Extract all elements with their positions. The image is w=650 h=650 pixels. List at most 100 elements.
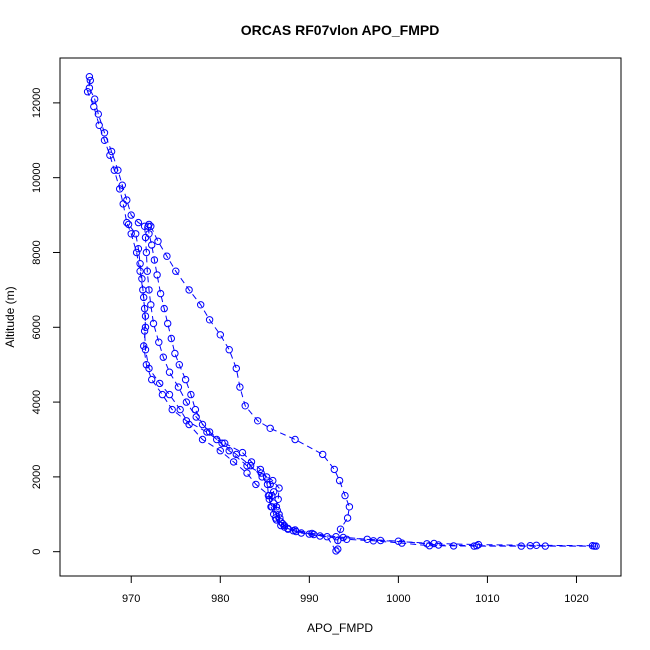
data-point [449,542,458,550]
data-point [148,375,156,384]
y-tick-label: 10000 [31,162,43,193]
data-point [205,316,214,324]
data-point [163,252,171,260]
data-point [160,304,168,313]
data-point [236,383,244,391]
data-point [434,541,443,549]
data-point [336,525,345,533]
data-point [532,541,541,549]
data-point [588,542,597,550]
data-point [134,245,143,253]
data-point [168,405,176,414]
data-point [341,491,349,500]
plot-frame [59,57,622,577]
x-axis-label: APO_FMPD [307,621,373,635]
y-tick-label: 2000 [31,465,43,489]
x-axis: 970 980 990 1000 1010 1020 [122,575,589,605]
data-point [85,73,94,81]
series-line [88,76,597,547]
data-point [100,129,109,137]
data-point [90,102,98,111]
data-point [106,151,114,159]
data-point [127,230,135,238]
data-point [246,462,255,470]
data-point [191,405,200,414]
data-point [141,323,150,331]
data-point [257,469,265,477]
data-point [243,462,251,470]
data-point [140,327,149,335]
data-point [247,458,256,466]
x-tick-label: 970 [122,593,140,605]
data-point [398,539,406,547]
data-point [164,319,172,328]
data-point [127,211,135,219]
data-point [266,480,274,489]
y-tick-label: 8000 [31,240,43,264]
series-3 [144,220,597,550]
series-2 [83,76,598,550]
data-point [165,368,174,376]
data-point [181,375,190,384]
data-point [86,76,95,85]
data-point [132,230,140,238]
data-point [270,488,278,496]
data-point [277,518,285,526]
data-point [243,469,251,477]
data-point [140,342,148,350]
data-point [141,346,150,354]
data-point [123,218,131,227]
data-point [138,275,146,283]
data-point [145,220,153,229]
data-point [332,547,340,555]
data-point [119,200,127,208]
data-point [225,447,233,455]
data-point [275,510,283,518]
data-point [330,465,338,474]
data-point [345,503,354,511]
data-point [176,405,184,414]
series-line [128,224,337,552]
data-point [266,424,274,432]
series-4 [147,222,354,553]
data-point [305,530,313,538]
data-point [156,289,165,298]
data-point [216,447,225,455]
data-point [116,185,124,193]
data-point [265,491,273,500]
data-point [136,260,144,268]
y-tick-label: 12000 [31,88,43,119]
data-point [145,230,153,238]
data-point [198,420,207,429]
data-point [175,361,184,369]
data-point [241,402,249,410]
data-point [262,473,271,481]
data-point [142,248,151,257]
data-point [147,222,155,231]
data-point [275,484,283,492]
data-point [430,539,438,548]
chart-title: ORCAS RF07vlon APO_FMPD [241,22,440,38]
y-tick-label: 0 [31,549,43,555]
data-point [334,536,342,545]
data-point [319,450,327,459]
data-point [123,196,131,204]
data-point [232,450,241,459]
data-point [174,383,183,391]
data-point [142,361,151,369]
data-point [149,319,158,328]
data-point [172,267,180,275]
x-tick-label: 1010 [475,593,499,605]
data-point [470,542,478,550]
y-tick-label: 6000 [31,315,43,339]
data-point [165,390,174,399]
data-point [423,540,431,548]
data-point [276,514,284,522]
data-point [124,220,133,229]
data-point [232,364,241,373]
x-tick-label: 1000 [386,593,410,605]
series-line [150,226,350,550]
data-point [167,334,176,343]
data-point [159,353,168,361]
